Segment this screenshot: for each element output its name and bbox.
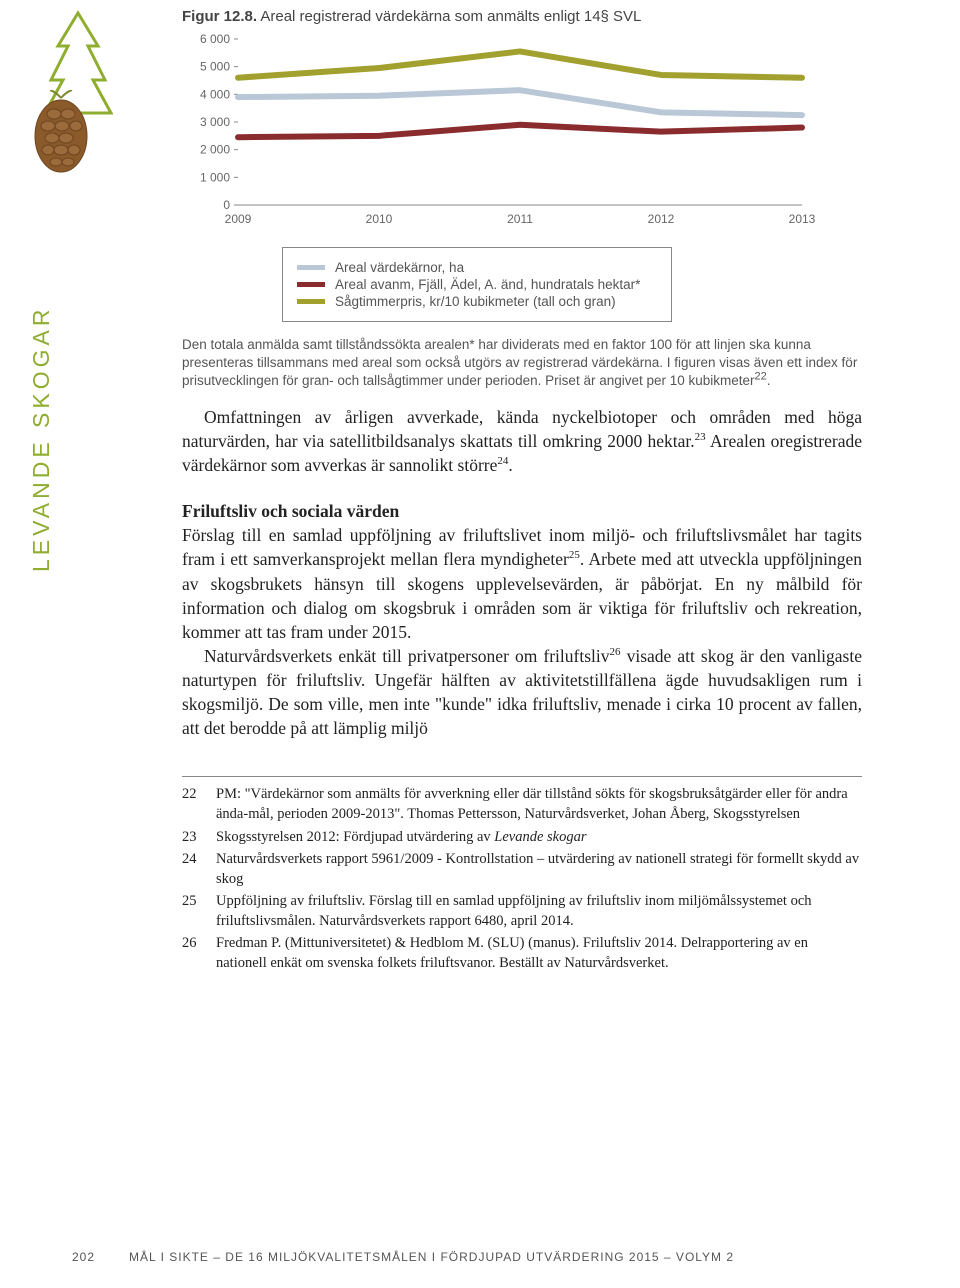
footnote-text: Fredman P. (Mittuniversitetet) & Hedblom…	[216, 934, 862, 973]
footnote-text: Naturvårdsverkets rapport 5961/2009 - Ko…	[216, 850, 862, 889]
figure-caption: Figur 12.8. Areal registrerad värdekärna…	[182, 8, 862, 25]
section-heading: Friluftsliv och sociala värden	[182, 499, 862, 523]
section-friluftsliv: Friluftsliv och sociala värden Förslag t…	[182, 499, 862, 740]
footnote-text: Uppföljning av friluftsliv. Förslag till…	[216, 892, 862, 931]
line-chart: 0 1 000 2 000 3 000 4 000 5 000 6 000 2009 2010 2…	[182, 33, 822, 233]
svg-text:4 000: 4 000	[200, 87, 230, 101]
footnote: 23Skogsstyrelsen 2012: Fördjupad utvärde…	[182, 828, 862, 848]
footnote-number: 22	[182, 785, 216, 824]
page-number: 202	[72, 1250, 95, 1264]
svg-text:1 000: 1 000	[200, 170, 230, 184]
svg-text:5 000: 5 000	[200, 60, 230, 74]
svg-text:2013: 2013	[789, 212, 816, 226]
legend-swatch	[297, 265, 325, 270]
footnote-number: 25	[182, 892, 216, 931]
pinecone-icon	[26, 90, 96, 176]
footnote: 22PM: "Värdekärnor som anmälts för avver…	[182, 785, 862, 824]
svg-text:2 000: 2 000	[200, 143, 230, 157]
legend-item: Areal värdekärnor, ha	[297, 260, 657, 275]
page-footer: 202 MÅL I SIKTE – DE 16 MILJÖKVALITETSMÅL…	[0, 1250, 960, 1264]
footnote-number: 24	[182, 850, 216, 889]
section-side-label: LEVANDE SKOGAR	[28, 306, 55, 572]
footnote: 25Uppföljning av friluftsliv. Förslag ti…	[182, 892, 862, 931]
svg-text:2012: 2012	[648, 212, 675, 226]
footnote-text: PM: "Värdekärnor som anmälts för avverkn…	[216, 785, 862, 824]
footnote-number: 26	[182, 934, 216, 973]
footnote-text: Skogsstyrelsen 2012: Fördjupad utvärderi…	[216, 828, 587, 848]
svg-text:6 000: 6 000	[200, 33, 230, 46]
footnotes: 22PM: "Värdekärnor som anmälts för avver…	[182, 785, 862, 973]
svg-text:2009: 2009	[225, 212, 252, 226]
svg-text:3 000: 3 000	[200, 115, 230, 129]
legend-swatch	[297, 282, 325, 287]
legend-swatch	[297, 299, 325, 304]
svg-text:2010: 2010	[366, 212, 393, 226]
footnote-number: 23	[182, 828, 216, 848]
legend-label: Areal värdekärnor, ha	[335, 260, 464, 275]
footer-text: MÅL I SIKTE – DE 16 MILJÖKVALITETSMÅLEN …	[129, 1250, 734, 1264]
footnote: 24Naturvårdsverkets rapport 5961/2009 - …	[182, 850, 862, 889]
legend-item: Areal avanm, Fjäll, Ädel, A. änd, hundra…	[297, 277, 657, 292]
chart-legend: Areal värdekärnor, ha Areal avanm, Fjäll,…	[282, 247, 672, 322]
legend-label: Areal avanm, Fjäll, Ädel, A. änd, hundra…	[335, 277, 640, 292]
figure-note: Den totala anmälda samt tillståndssökta …	[182, 336, 862, 391]
legend-item: Sågtimmerpris, kr/10 kubikmeter (tall oc…	[297, 294, 657, 309]
footnote-rule	[182, 776, 862, 777]
svg-text:0: 0	[223, 198, 230, 212]
svg-text:2011: 2011	[507, 212, 533, 226]
footnote: 26Fredman P. (Mittuniversitetet) & Hedbl…	[182, 934, 862, 973]
legend-label: Sågtimmerpris, kr/10 kubikmeter (tall oc…	[335, 294, 616, 309]
paragraph-intro: Omfattningen av årligen avverkade, kända…	[182, 405, 862, 477]
